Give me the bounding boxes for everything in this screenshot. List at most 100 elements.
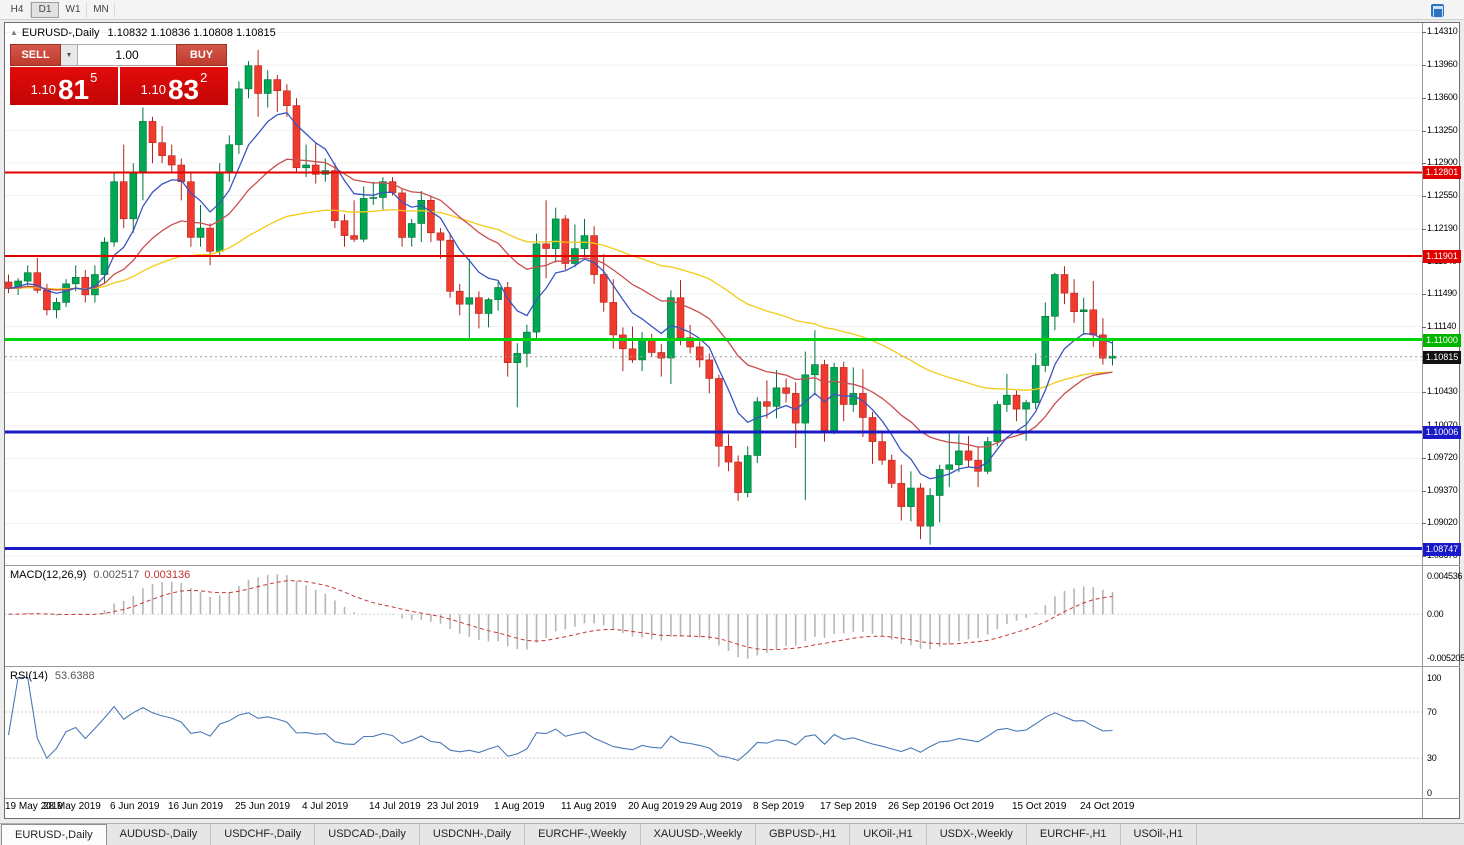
- chart-title-bar: ▲ EURUSD-,Daily 1.10832 1.10836 1.10808 1.…: [10, 27, 276, 39]
- chart-tab-usdcaddaily[interactable]: USDCAD-,Daily: [315, 824, 420, 845]
- timeframe-button-mn[interactable]: MN: [87, 1, 115, 18]
- price-tag: 1.11901: [1423, 250, 1461, 263]
- time-axis-label: 28 May 2019: [43, 801, 101, 812]
- chart-tab-audusddaily[interactable]: AUDUSD-,Daily: [106, 824, 212, 845]
- timeframe-button-w1[interactable]: W1: [59, 1, 87, 18]
- chart-window-icon[interactable]: [1431, 4, 1444, 18]
- price-axis-label: 1.09370: [1427, 485, 1458, 495]
- price-tag: 1.10815: [1423, 351, 1461, 364]
- sell-price-point: 5: [90, 70, 98, 85]
- chart-tab-usdcnhdaily[interactable]: USDCNH-,Daily: [419, 824, 526, 845]
- buy-price-point: 2: [200, 70, 208, 85]
- sell-price-base: 1.10: [30, 82, 56, 97]
- buy-price-base: 1.10: [140, 82, 166, 97]
- time-axis-label: 15 Oct 2019: [1012, 801, 1067, 812]
- price-tag: 1.11000: [1423, 334, 1461, 347]
- timeframe-button-h4[interactable]: H4: [3, 1, 31, 18]
- time-axis[interactable]: 19 May 2019 28 May 2019 6 Jun 2019 16 Jun 2…: [5, 799, 1422, 817]
- buy-button[interactable]: BUY: [176, 44, 227, 66]
- rsi-axis-label: 30: [1427, 753, 1437, 763]
- price-axis-tick: [1422, 131, 1426, 132]
- price-axis-label: 1.13960: [1427, 59, 1458, 69]
- chart-tab-usdxweekly[interactable]: USDX-,Weekly: [926, 824, 1027, 845]
- price-axis-border: [1422, 23, 1423, 818]
- time-axis-label: 17 Sep 2019: [820, 801, 877, 812]
- chart-tab-gbpusdh1[interactable]: GBPUSD-,H1: [755, 824, 851, 845]
- price-axis-label: 1.13250: [1427, 125, 1458, 135]
- price-axis-label: 1.09720: [1427, 452, 1458, 462]
- time-axis-label: 19 May 2019: [5, 801, 63, 812]
- chart-tab-usoilh1[interactable]: USOil-,H1: [1120, 824, 1198, 845]
- chart-tab-usdchfdaily[interactable]: USDCHF-,Daily: [211, 824, 316, 845]
- time-axis-label: 23 Jul 2019: [427, 801, 479, 812]
- macd-label: MACD(12,26,9) 0.002517 0.003136: [10, 569, 190, 581]
- price-axis-tick: [1422, 98, 1426, 99]
- price-axis-tick: [1422, 523, 1426, 524]
- price-axis-tick: [1422, 229, 1426, 230]
- volume-input[interactable]: [78, 44, 176, 66]
- time-axis-label: 11 Aug 2019: [561, 801, 617, 812]
- one-click-trading-panel: SELL ▼ BUY 1.10815 1.10832: [10, 44, 228, 105]
- time-axis-label: 20 Aug 2019: [628, 801, 685, 812]
- chart-ohlc-values: 1.10832 1.10836 1.10808 1.10815: [107, 27, 276, 39]
- rsi-value: 53.6388: [54, 670, 95, 682]
- macd-axis-label: 0.00: [1427, 609, 1444, 619]
- sell-button[interactable]: SELL: [10, 44, 61, 66]
- price-axis-tick: [1422, 163, 1426, 164]
- rsi-indicator-chart[interactable]: [5, 667, 1422, 797]
- time-axis-label: 6 Jun 2019: [110, 801, 160, 812]
- price-axis-tick: [1422, 491, 1426, 492]
- chart-tab-xauusdweekly[interactable]: XAUUSD-,Weekly: [640, 824, 756, 845]
- rsi-label: RSI(14) 53.6388: [10, 670, 95, 682]
- main-price-chart[interactable]: [5, 23, 1422, 564]
- price-axis-tick: [1422, 65, 1426, 66]
- price-axis-tick: [1422, 392, 1426, 393]
- price-axis-label: 1.12900: [1427, 157, 1458, 167]
- time-axis-label: 6 Oct 2019: [945, 801, 994, 812]
- chart-window: [4, 22, 1460, 819]
- timeframe-toolbar: H4 D1 W1 MN: [0, 0, 1464, 20]
- rsi-panel-separator[interactable]: [5, 666, 1460, 667]
- chart-tab-bar: EURUSD-,Daily AUDUSD-,Daily USDCHF-,Daily U…: [0, 823, 1464, 845]
- chart-tab-eurusddaily[interactable]: EURUSD-,Daily: [1, 824, 107, 845]
- macd-indicator-chart[interactable]: [5, 566, 1422, 665]
- timeframe-button-d1[interactable]: D1: [31, 1, 59, 18]
- price-axis-label: 1.09020: [1427, 517, 1458, 527]
- macd-value: 0.002517: [93, 569, 140, 581]
- buy-price-pips: 83: [167, 73, 200, 105]
- price-axis-label: 1.12550: [1427, 190, 1458, 200]
- time-axis-label: 14 Jul 2019: [369, 801, 421, 812]
- price-axis-label: 1.13600: [1427, 92, 1458, 102]
- volume-dropdown-icon[interactable]: ▼: [61, 44, 78, 66]
- rsi-axis-label: 0: [1427, 788, 1432, 798]
- time-axis-label: 16 Jun 2019: [168, 801, 224, 812]
- rsi-axis-label: 100: [1427, 673, 1442, 683]
- rsi-axis-label: 70: [1427, 707, 1437, 717]
- rsi-name: RSI(14): [10, 670, 48, 682]
- time-axis-label: 1 Aug 2019: [494, 801, 545, 812]
- sell-price-button[interactable]: 1.10 81 5: [10, 67, 118, 105]
- buy-price-button[interactable]: 1.10 83 2: [120, 67, 228, 105]
- chart-symbol-period: EURUSD-,Daily: [21, 27, 100, 39]
- price-axis-label: 1.10430: [1427, 386, 1458, 396]
- macd-panel-separator[interactable]: [5, 565, 1460, 566]
- price-axis-label: 1.12190: [1427, 223, 1458, 233]
- price-axis-tick: [1422, 458, 1426, 459]
- macd-axis-label: 0.004536: [1427, 571, 1463, 581]
- price-axis[interactable]: 1.14310 1.13960 1.13600 1.13250 1.12900 1.125…: [1422, 23, 1464, 799]
- price-tag: 1.08747: [1423, 543, 1461, 556]
- price-axis-tick: [1422, 196, 1426, 197]
- price-axis-label: 1.11490: [1427, 288, 1457, 298]
- time-axis-label: 29 Aug 2019: [686, 801, 743, 812]
- time-axis-label: 24 Oct 2019: [1080, 801, 1135, 812]
- price-axis-label: 1.11140: [1427, 321, 1457, 331]
- price-axis-tick: [1422, 32, 1426, 33]
- macd-axis-label: -0.005205: [1427, 653, 1464, 663]
- collapse-trade-panel-icon[interactable]: ▲: [10, 28, 18, 37]
- chart-tab-eurchfweekly[interactable]: EURCHF-,Weekly: [525, 824, 641, 845]
- chart-tab-ukoilh1[interactable]: UKOil-,H1: [850, 824, 927, 845]
- price-tag: 1.12801: [1423, 166, 1461, 179]
- price-axis-tick: [1422, 556, 1426, 557]
- chart-tab-eurchfh1[interactable]: EURCHF-,H1: [1026, 824, 1121, 845]
- time-axis-label: 4 Jul 2019: [302, 801, 349, 812]
